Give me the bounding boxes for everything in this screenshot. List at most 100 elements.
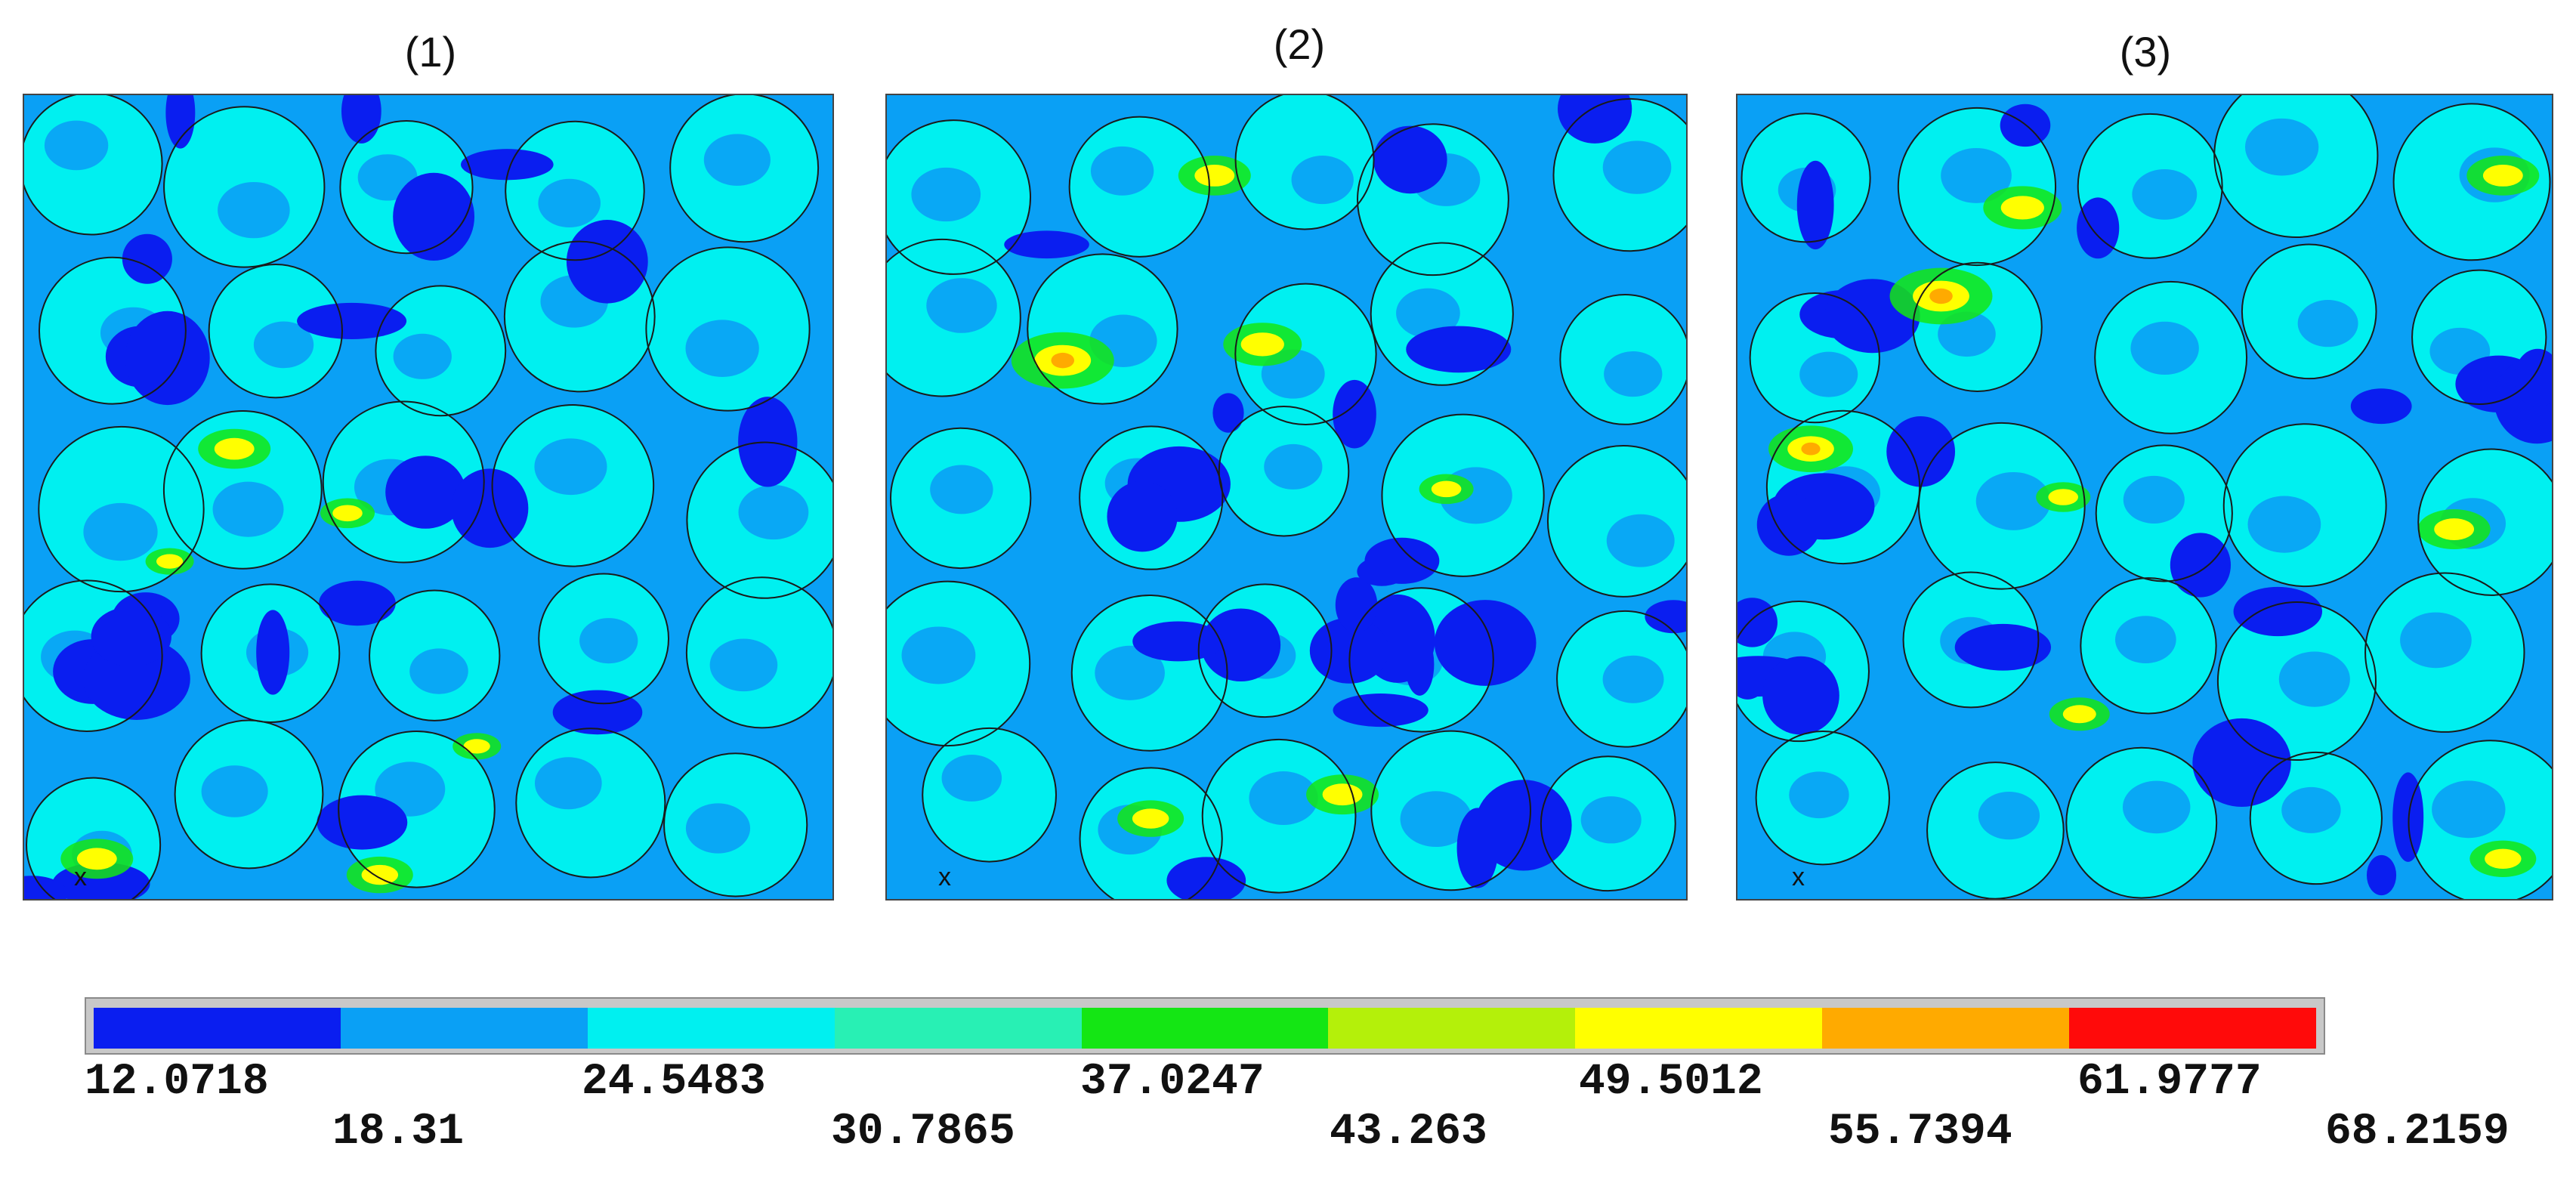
low-stress-region (1364, 537, 1440, 584)
stress-peak (1431, 480, 1462, 498)
particle-outline (1926, 761, 2065, 899)
low-stress-region (1335, 577, 1378, 633)
low-stress-region (393, 172, 475, 261)
contour-panel-1 (23, 94, 834, 901)
particle-outline (1370, 242, 1514, 386)
particle-outline (1917, 422, 2086, 590)
colorbar-swatch-8 (2069, 1008, 2317, 1049)
low-stress-region (1558, 95, 1632, 144)
low-stress-region (1333, 694, 1429, 728)
particle-outline (375, 285, 507, 417)
colorbar-swatch-3 (834, 1008, 1082, 1049)
low-stress-region (317, 795, 408, 850)
colorbar-swatches (94, 1008, 2317, 1049)
particle-outline (538, 573, 670, 705)
particle-lobe (901, 626, 976, 684)
particle-lobe (201, 765, 268, 817)
particle-lobe (579, 618, 638, 664)
stress-peak (2062, 705, 2096, 724)
particle-outline (2065, 746, 2218, 899)
low-stress-region (1166, 857, 1246, 899)
particle-outline (1079, 425, 1224, 570)
low-stress-region (1886, 416, 1956, 487)
particle-lobe (2247, 496, 2321, 553)
particle-lobe (2278, 651, 2350, 707)
particle-outline (1079, 767, 1223, 899)
low-stress-region (385, 456, 466, 529)
particle-lobe (685, 320, 759, 378)
particle-lobe (1580, 796, 1642, 844)
particle-lobe (1291, 156, 1354, 205)
stress-peak (332, 505, 363, 522)
particle-outline (669, 95, 820, 243)
colorbar-tick-4: 37.0247 (1080, 1058, 1265, 1107)
particle-outline (174, 719, 324, 870)
particle-outline (663, 752, 808, 897)
particle-lobe (83, 502, 158, 561)
colorbar-tick-1: 18.31 (332, 1107, 465, 1157)
contour-panel-3 (1736, 94, 2553, 901)
particle-outline (162, 409, 323, 570)
particle-lobe (2130, 321, 2199, 375)
low-stress-region (1004, 230, 1089, 259)
particle-outline (2094, 280, 2248, 434)
colorbar-tick-0: 12.0718 (85, 1058, 269, 1107)
particle-outline (2213, 95, 2379, 238)
particle-outline (887, 580, 1031, 747)
particle-lobe (2297, 300, 2358, 348)
particle-outline (1902, 571, 2040, 709)
particle-outline (1749, 292, 1880, 424)
stress-max (1929, 288, 1953, 304)
particle-outline (2408, 740, 2552, 899)
low-stress-region (1475, 780, 1572, 871)
colorbar-swatch-5 (1328, 1008, 1576, 1049)
colorbar-swatch-0 (94, 1008, 341, 1049)
stress-peak (2000, 196, 2044, 220)
particle-outline (1068, 116, 1210, 258)
low-stress-region (2170, 533, 2232, 598)
axis-label-x-3: x (1792, 863, 1805, 891)
particle-outline (1381, 413, 1545, 577)
stress-peak (156, 554, 184, 569)
particle-outline (1765, 409, 1921, 565)
particle-lobe (538, 178, 601, 228)
particle-outline (1556, 610, 1686, 748)
low-stress-region (566, 220, 648, 304)
low-stress-region (1373, 125, 1447, 194)
particle-outline (38, 256, 187, 405)
particle-outline (2080, 577, 2217, 715)
low-stress-region (1107, 480, 1178, 552)
particle-lobe (703, 134, 771, 186)
contour-plot-3 (1737, 95, 2552, 899)
particle-outline (1234, 283, 1377, 425)
particle-outline (1201, 738, 1357, 894)
low-stress-region (165, 95, 196, 149)
low-stress-region (552, 690, 643, 735)
particle-lobe (1264, 443, 1323, 490)
particle-lobe (1975, 471, 2051, 530)
particle-outline (26, 777, 162, 899)
particle-lobe (1396, 288, 1460, 338)
particle-outline (2095, 444, 2233, 582)
stress-peak (2485, 848, 2522, 869)
particle-outline (200, 583, 341, 724)
particle-lobe (1602, 141, 1672, 194)
low-stress-region (24, 876, 68, 899)
particle-outline (1755, 730, 1890, 866)
stress-peak (2482, 165, 2523, 187)
particle-lobe (930, 465, 993, 514)
particle-lobe (926, 278, 997, 333)
particle-lobe (1799, 351, 1858, 397)
stress-peak (214, 437, 255, 460)
low-stress-region (1201, 608, 1281, 682)
low-stress-region (297, 302, 407, 339)
stress-peak (463, 739, 490, 754)
particle-outline (1740, 113, 1871, 243)
particle-outline (163, 106, 326, 268)
particle-outline (491, 404, 655, 567)
particle-outline (515, 728, 666, 879)
particle-lobe (393, 333, 452, 379)
particle-outline (1540, 755, 1676, 892)
particle-lobe (2281, 786, 2341, 833)
low-stress-region (122, 233, 172, 284)
